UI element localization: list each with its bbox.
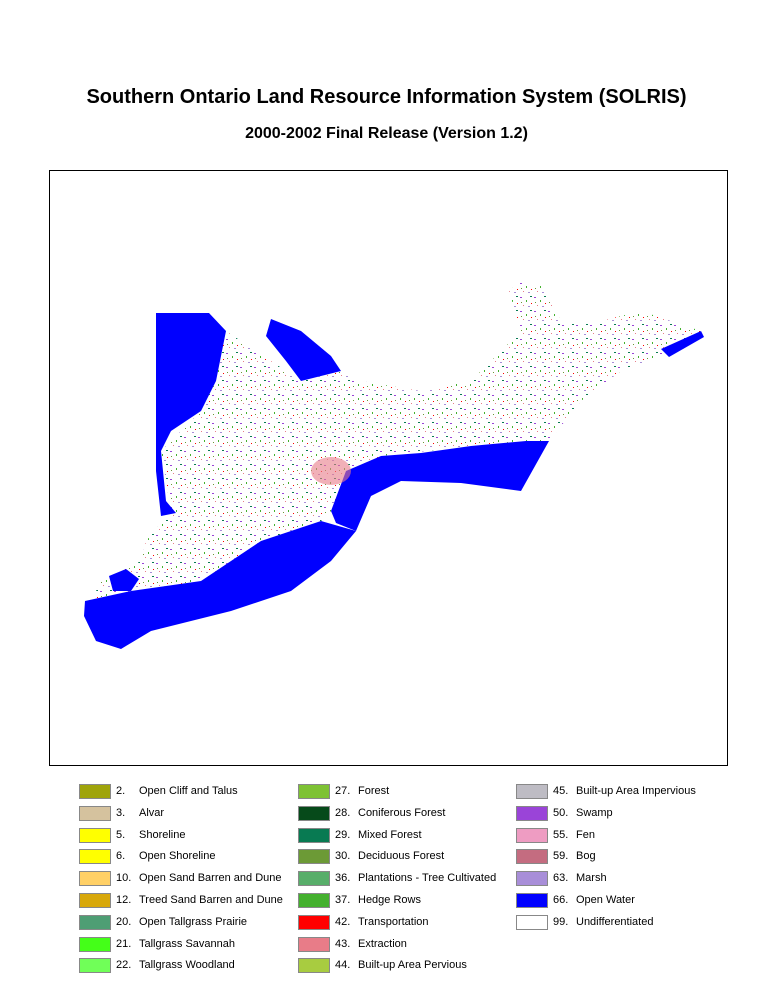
legend-swatch <box>516 784 548 799</box>
legend-swatch <box>79 805 111 821</box>
legend-label: Coniferous Forest <box>358 806 446 819</box>
legend-code: 5. <box>116 828 126 841</box>
legend-label: Open Shoreline <box>139 850 216 863</box>
legend-label: Tallgrass Savannah <box>139 937 236 950</box>
legend-code: 28. <box>335 806 351 819</box>
legend-code: 21. <box>116 937 132 950</box>
legend-code: 36. <box>335 872 351 885</box>
water-georgian-bay <box>266 319 341 381</box>
legend-label: Treed Sand Barren and Dune <box>139 894 283 906</box>
legend-swatch <box>79 958 111 974</box>
legend-code: 50. <box>553 806 569 819</box>
map-subtitle: 2000-2002 Final Release (Version 1.2) <box>245 125 528 142</box>
legend-swatch <box>79 827 111 843</box>
legend-swatch <box>298 936 330 952</box>
legend-code: 30. <box>335 850 351 863</box>
water-lake-st-clair <box>109 569 139 591</box>
legend-code: 12. <box>116 894 132 906</box>
legend-label: Open Cliff and Talus <box>139 785 238 797</box>
legend-code: 42. <box>335 915 351 928</box>
legend-swatch <box>298 871 330 887</box>
legend-label: Tallgrass Woodland <box>139 959 235 972</box>
legend-label: Transportation <box>358 915 429 928</box>
legend-code: 3. <box>116 806 126 819</box>
legend-label: Built-up Area Impervious <box>576 785 696 797</box>
legend-label: Open Water <box>576 894 635 906</box>
legend-code: 6. <box>116 850 126 863</box>
legend-label: Built-up Area Pervious <box>358 959 467 972</box>
land-cover-map <box>84 281 704 649</box>
land-southern-ontario <box>91 281 701 601</box>
legend-label: Swamp <box>576 806 613 819</box>
legend-label: Undifferentiated <box>576 915 654 928</box>
legend-label: Plantations - Tree Cultivated <box>358 872 497 885</box>
legend-label: Alvar <box>139 806 165 819</box>
water-lake-erie <box>84 521 356 649</box>
map-frame <box>49 170 728 766</box>
legend-label: Deciduous Forest <box>358 850 445 863</box>
urban-toronto <box>311 457 351 485</box>
legend-code: 55. <box>553 828 569 841</box>
legend-label: Mixed Forest <box>358 828 422 841</box>
legend-swatch <box>516 893 548 908</box>
water-lake-huron <box>156 313 226 516</box>
legend-swatch <box>298 849 330 865</box>
legend-code: 29. <box>335 828 351 841</box>
legend-code: 45. <box>553 785 569 797</box>
legend-label: Fen <box>576 828 595 841</box>
legend-swatch <box>516 914 548 930</box>
legend-swatch <box>298 805 330 821</box>
legend-label: Open Tallgrass Prairie <box>139 915 248 928</box>
map-title: Southern Ontario Land Resource Informati… <box>86 86 687 108</box>
legend-swatch <box>516 871 548 887</box>
legend-label: Shoreline <box>139 828 186 841</box>
legend-swatch <box>79 893 111 908</box>
legend-swatch <box>516 827 548 843</box>
water-lake-ontario <box>331 441 549 531</box>
legend-label: Open Sand Barren and Dune <box>139 872 282 885</box>
legend-code: 10. <box>116 872 132 885</box>
legend-swatch <box>298 784 330 799</box>
legend-code: 44. <box>335 959 351 972</box>
legend-code: 99. <box>553 915 569 928</box>
legend-swatch <box>298 914 330 930</box>
legend-label: Extraction <box>358 937 407 950</box>
legend-swatch <box>298 893 330 908</box>
legend-code: 43. <box>335 937 351 950</box>
legend-swatch <box>79 849 111 865</box>
legend-code: 63. <box>553 872 569 885</box>
legend-swatch <box>298 827 330 843</box>
legend-swatch <box>516 849 548 865</box>
legend-code: 37. <box>335 894 351 906</box>
legend-swatch <box>79 871 111 887</box>
legend-swatch <box>79 784 111 799</box>
legend-code: 2. <box>116 785 126 797</box>
legend-label: Bog <box>576 850 596 863</box>
legend-swatch <box>79 914 111 930</box>
legend-swatch <box>516 805 548 821</box>
legend-code: 20. <box>116 915 132 928</box>
legend-swatch <box>298 958 330 974</box>
legend-code: 27. <box>335 785 351 797</box>
legend-swatch <box>79 936 111 952</box>
water-st-lawrence <box>661 331 704 357</box>
legend-code: 66. <box>553 894 569 906</box>
legend-label: Forest <box>358 785 390 797</box>
legend-label: Hedge Rows <box>358 894 421 906</box>
legend-code: 22. <box>116 959 132 972</box>
legend-label: Marsh <box>576 872 607 885</box>
legend-code: 59. <box>553 850 569 863</box>
